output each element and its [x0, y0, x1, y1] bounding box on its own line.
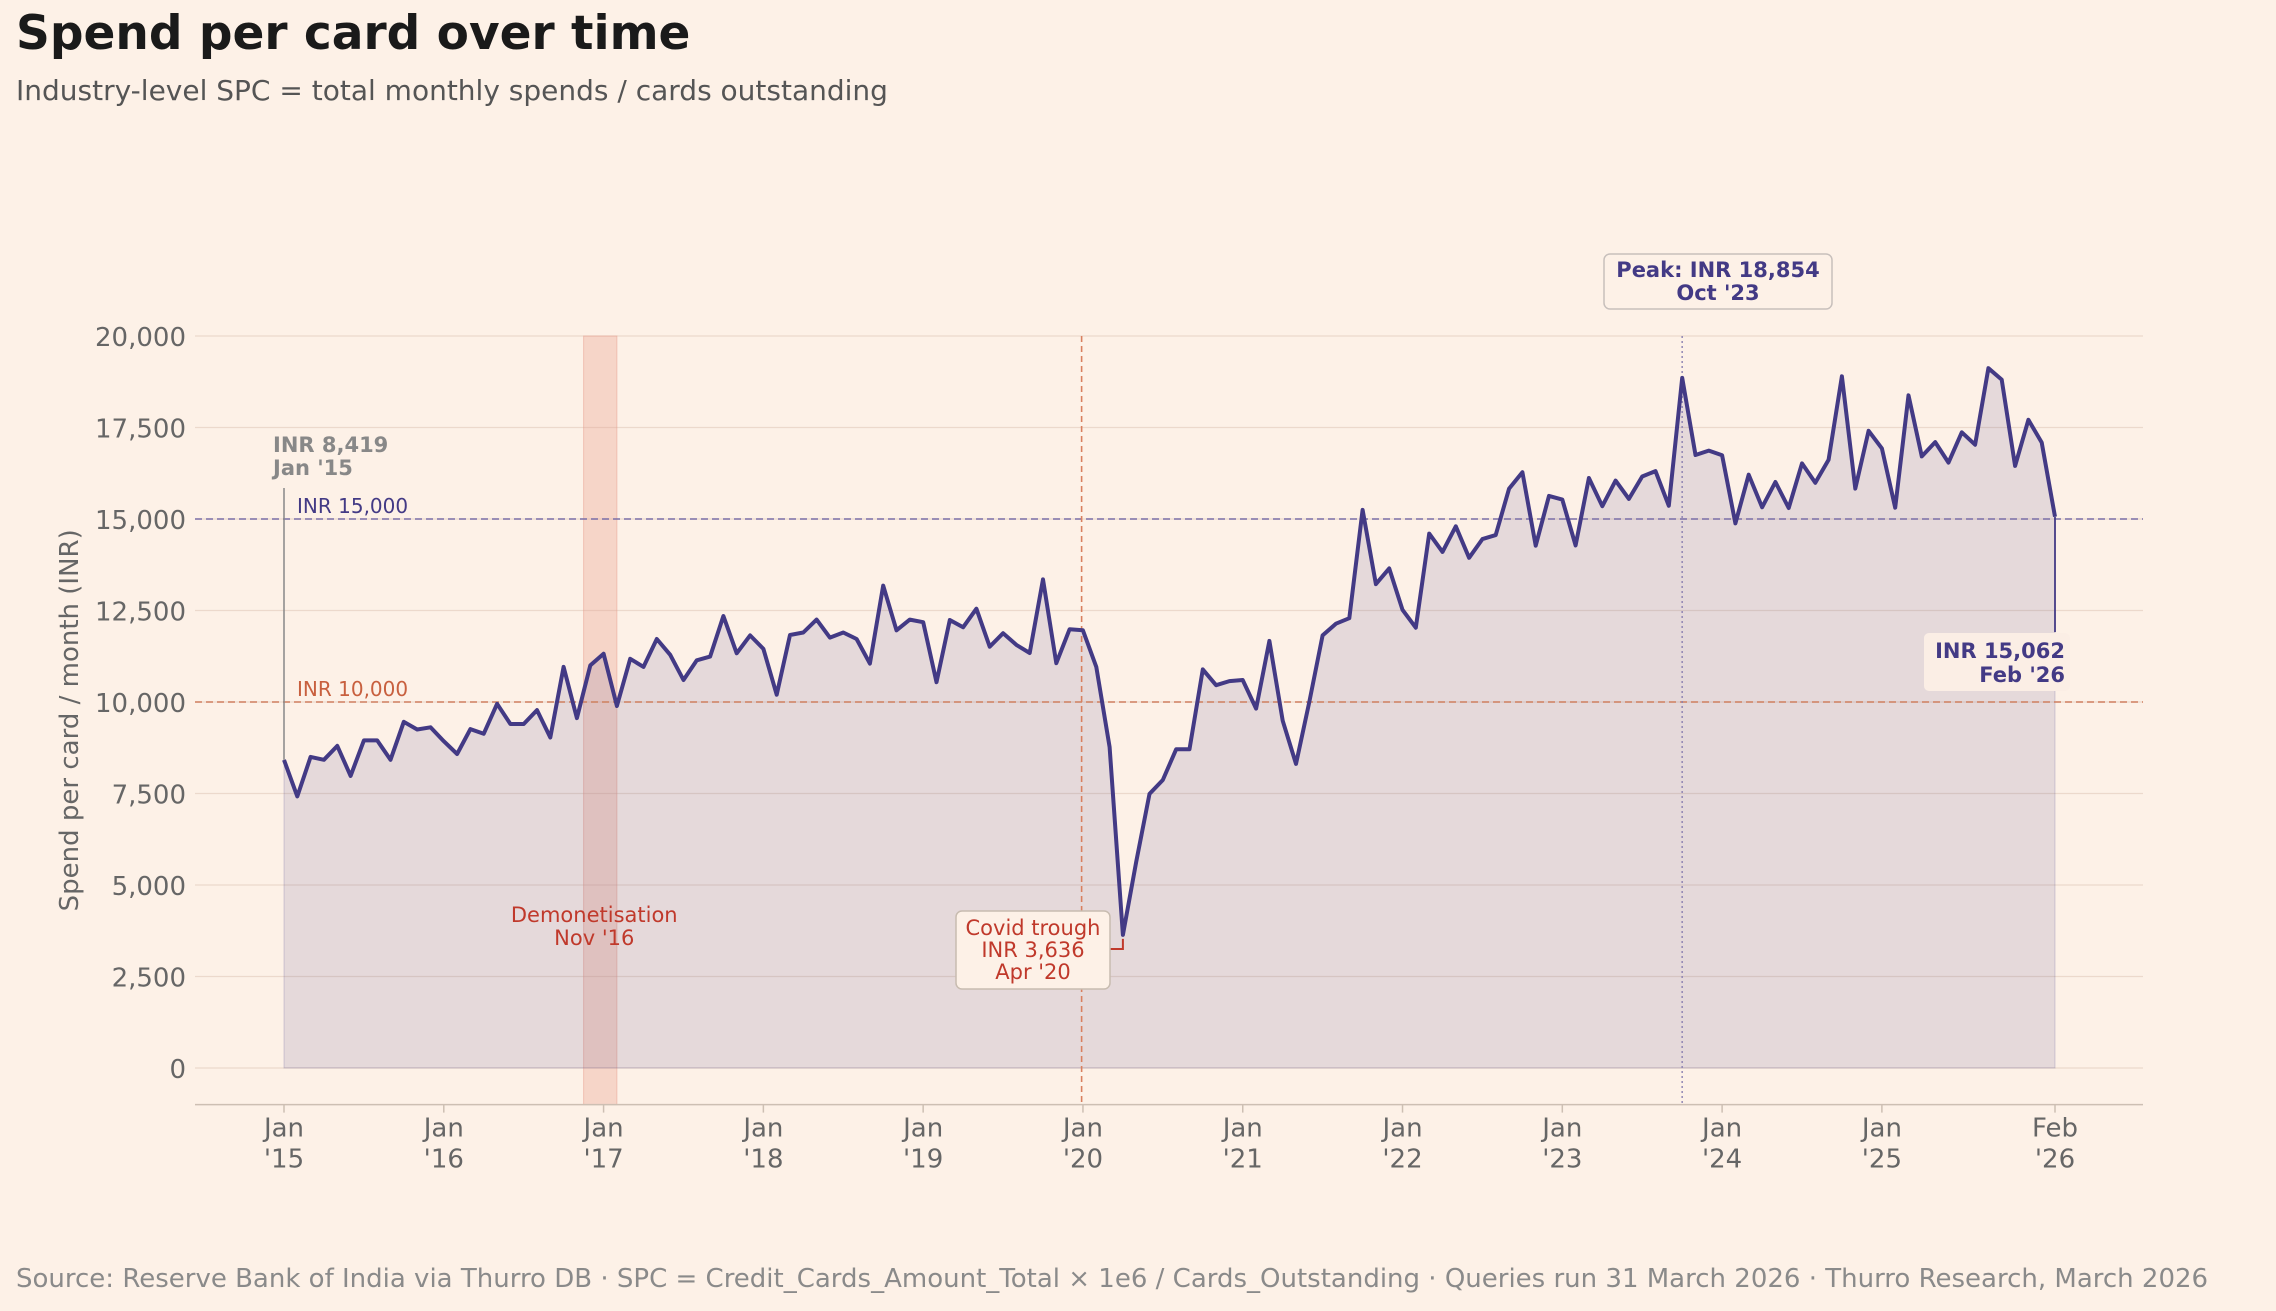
series-line: [282, 366, 2057, 937]
end-annotation-date: Feb '26: [1979, 663, 2065, 687]
reference-label-10000: INR 10,000: [297, 677, 408, 701]
x-tick-label-month: Jan: [901, 1114, 943, 1144]
covid-annotation-arrow: [1110, 938, 1124, 950]
chart-title: Spend per card over time: [16, 6, 691, 61]
start-annotation-value: INR 8,419: [273, 433, 388, 457]
x-tick-label-year: '18: [743, 1145, 783, 1175]
x-tick-label-month: Jan: [1221, 1114, 1263, 1144]
peak-annotation-date: Oct '23: [1676, 281, 1759, 305]
x-tick-label-year: '16: [424, 1145, 464, 1175]
start-annotation-date: Jan '15: [271, 456, 353, 480]
x-tick-label-month: Jan: [262, 1114, 304, 1144]
demonetisation-label: Demonetisation: [511, 903, 678, 927]
y-tick-label: 15,000: [95, 506, 186, 536]
end-annotation-box: [1924, 633, 2070, 691]
y-tick-label: 12,500: [95, 598, 186, 628]
y-tick-label: 7,500: [112, 781, 186, 811]
x-tick-label-month: Jan: [582, 1114, 624, 1144]
x-tick-label-month: Jan: [1380, 1114, 1422, 1144]
x-tick-label-year: '23: [1542, 1145, 1582, 1175]
x-tick-label-month: Jan: [1061, 1114, 1103, 1144]
x-tick-label-month: Jan: [1700, 1114, 1742, 1144]
y-tick-label: 5,000: [112, 872, 186, 902]
y-tick-label: 20,000: [95, 323, 186, 353]
demonetisation-date: Nov '16: [554, 926, 634, 950]
covid-annotation-value: INR 3,636: [981, 938, 1084, 962]
x-tick-label-year: '26: [2035, 1145, 2075, 1175]
y-axis-ticks: 0 2,500 5,000 7,500 10,000 12,500 15,000 17,500…: [95, 323, 186, 1085]
x-tick-label-month: Jan: [1860, 1114, 1902, 1144]
peak-annotation-value: Peak: INR 18,854: [1616, 258, 1819, 282]
covid-annotation-box: [955, 910, 1111, 990]
chart-subtitle: Industry-level SPC = total monthly spend…: [16, 74, 888, 107]
x-tick-label-year: '24: [1702, 1145, 1742, 1175]
x-tick-label-month: Jan: [1540, 1114, 1582, 1144]
x-tick-label-year: '15: [264, 1145, 304, 1175]
x-tick-label-year: '17: [583, 1145, 623, 1175]
demonetisation-band: [583, 335, 618, 1106]
covid-annotation-title: Covid trough: [966, 916, 1101, 940]
x-tick-label-year: '25: [1862, 1145, 1902, 1175]
y-tick-label: 10,000: [95, 689, 186, 719]
reference-label-15000: INR 15,000: [297, 494, 408, 518]
end-annotation-value: INR 15,062: [1935, 639, 2065, 663]
x-tick-label-month: Jan: [741, 1114, 783, 1144]
peak-annotation-box: [1603, 253, 1833, 310]
x-tick-label-month: Jan: [422, 1114, 464, 1144]
x-tick-label-year: '21: [1223, 1145, 1263, 1175]
y-tick-label: 0: [169, 1055, 186, 1085]
covid-annotation-date: Apr '20: [995, 960, 1071, 984]
series-area-fill: [283, 367, 2056, 1069]
source-note: Source: Reserve Bank of India via Thurro…: [16, 1264, 2209, 1294]
y-tick-label: 17,500: [95, 415, 186, 445]
x-axis-ticks: Jan'15Jan'16Jan'17Jan'18Jan'19Jan'20Jan'…: [262, 1104, 2078, 1175]
x-tick-label-year: '20: [1063, 1145, 1103, 1175]
x-tick-label-year: '22: [1382, 1145, 1422, 1175]
x-tick-label-month: Feb: [2032, 1114, 2078, 1144]
y-axis-label: Spend per card / month (INR): [55, 529, 85, 911]
x-tick-label-year: '19: [903, 1145, 943, 1175]
y-tick-label: 2,500: [112, 964, 186, 994]
